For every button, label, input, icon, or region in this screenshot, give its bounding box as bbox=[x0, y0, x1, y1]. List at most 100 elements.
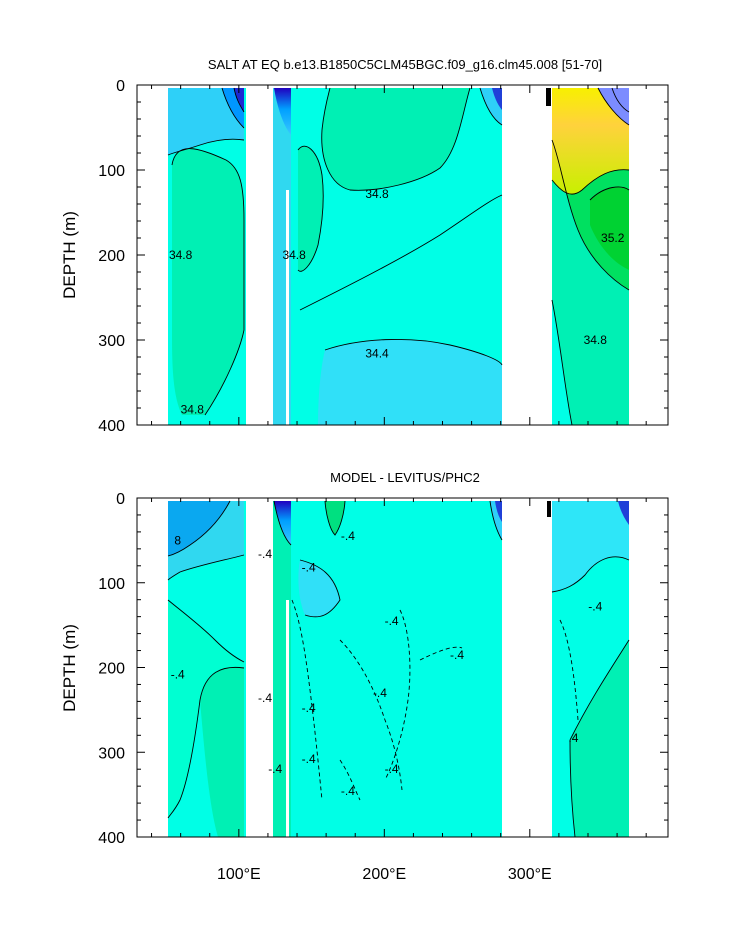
bottom-contour-dashed-4 bbox=[419, 646, 463, 661]
bottom-contour-dashed-5 bbox=[339, 759, 361, 801]
top-contour-atl-b bbox=[551, 169, 630, 195]
bottom-contour-label: .4 bbox=[568, 731, 578, 745]
bottom-x-axis: 100°E 200°E 300°E bbox=[151, 498, 647, 883]
top-contour-labels: 34.8 34.8 34.8 35.2 34.8 34.4 34.8 bbox=[169, 187, 625, 417]
top-x-ticks bbox=[151, 85, 647, 425]
top-contour-label: 34.8 bbox=[169, 248, 193, 262]
bottom-contour-dashed-2 bbox=[339, 639, 403, 791]
bottom-contour-label: -.4 bbox=[373, 686, 387, 700]
top-contour-label: 34.4 bbox=[365, 347, 389, 361]
top-land-gap-sliver bbox=[286, 190, 289, 425]
top-y-tick-label: 200 bbox=[98, 248, 125, 265]
bottom-x-tick-label: 200°E bbox=[362, 866, 406, 883]
top-west-surface-layer bbox=[168, 88, 244, 155]
bottom-contour-label: -.4 bbox=[302, 701, 316, 715]
top-west-pool bbox=[172, 148, 244, 416]
bottom-y-tick-label: 400 bbox=[98, 830, 125, 847]
top-contour-east-surface bbox=[479, 87, 503, 126]
bottom-west-band-2 bbox=[168, 501, 230, 556]
top-contour-label: 35.2 bbox=[601, 231, 625, 245]
top-land-gap-americas bbox=[502, 88, 552, 425]
bottom-contour-label: -.4 bbox=[588, 599, 602, 613]
bottom-contour-label: -.4 bbox=[258, 691, 272, 705]
bottom-contour-labels: 8 -.4 -.4 -.4 -.4 -.4 -.4 -.4 -.4 -.4 -.4 -.4 -.4 .4 -… bbox=[171, 529, 603, 798]
top-contour-label: 34.8 bbox=[584, 333, 608, 347]
top-land-gap-west bbox=[164, 88, 168, 425]
top-contour-west-surface bbox=[167, 138, 245, 156]
top-contour-west-b bbox=[233, 87, 245, 113]
bottom-y-axis: 0 100 200 300 400 bbox=[98, 491, 668, 847]
bottom-contour-label: -.4 bbox=[258, 547, 272, 561]
top-contour-atl-a bbox=[551, 139, 630, 291]
bottom-x-tick-label: 300°E bbox=[508, 866, 552, 883]
top-atlantic-surface-core bbox=[598, 88, 629, 125]
bottom-y-tick-label: 300 bbox=[98, 745, 125, 762]
bottom-contour-label: -.4 bbox=[341, 529, 355, 543]
top-east-surface-core bbox=[492, 88, 502, 110]
bottom-contour-central-green bbox=[324, 500, 346, 536]
top-contour-atl-c bbox=[589, 186, 630, 201]
top-contour-east-344 bbox=[324, 338, 503, 366]
top-contour-west-a bbox=[221, 87, 245, 129]
bottom-contour-atl-a bbox=[551, 556, 630, 593]
top-contour-label: 34.8 bbox=[365, 187, 389, 201]
top-west-surface-core-2 bbox=[234, 88, 244, 112]
bottom-panel: MODEL - LEVITUS/PHC2 bbox=[60, 470, 669, 883]
bottom-contour-dashed-3 bbox=[384, 609, 411, 781]
bottom-contour-west-b bbox=[167, 500, 231, 557]
bottom-contour-label: -.4 bbox=[302, 560, 316, 574]
bottom-contour-west-e bbox=[167, 699, 201, 819]
bottom-land-gap-americas bbox=[502, 501, 552, 837]
top-panel-title: SALT AT EQ b.e13.B1850C5CLM45BGC.f09_g16… bbox=[208, 57, 602, 72]
bottom-land-gap-indian-strait bbox=[246, 501, 273, 837]
top-atlantic-yellow bbox=[552, 88, 629, 195]
top-contour-central-348 bbox=[321, 87, 471, 191]
bottom-west-patch bbox=[200, 667, 244, 837]
bottom-central-green-patch bbox=[325, 501, 345, 535]
bottom-contour-label: -.4 bbox=[268, 762, 282, 776]
top-y-tick-label: 0 bbox=[116, 78, 125, 95]
bottom-contour-west-d bbox=[199, 666, 245, 701]
bottom-field bbox=[164, 500, 630, 838]
top-contour-west-348 bbox=[171, 148, 245, 416]
top-contour-atl-e bbox=[597, 87, 630, 126]
top-y-tick-label: 100 bbox=[98, 163, 125, 180]
top-field bbox=[164, 87, 630, 426]
bottom-atlantic-core bbox=[618, 501, 629, 525]
bottom-y-tick-label: 200 bbox=[98, 661, 125, 678]
bottom-contour-dashed-1 bbox=[291, 599, 323, 801]
bottom-contour-label: -.4 bbox=[385, 614, 399, 628]
top-y-axis-label: DEPTH (m) bbox=[60, 211, 79, 299]
top-strait-core bbox=[274, 88, 291, 135]
top-central-tongue bbox=[298, 146, 324, 272]
bottom-y-axis-label: DEPTH (m) bbox=[60, 624, 79, 712]
top-east-low bbox=[318, 339, 502, 425]
bottom-contour-atl-b bbox=[569, 639, 630, 741]
bottom-land-gap-sliver bbox=[286, 600, 289, 837]
top-y-tick-label: 300 bbox=[98, 333, 125, 350]
bottom-y-tick-label: 100 bbox=[98, 576, 125, 593]
top-central-pool bbox=[321, 88, 470, 191]
top-contour-central-tongue bbox=[297, 145, 324, 272]
bottom-contour-label: -.4 bbox=[385, 762, 399, 776]
bottom-contour-label: -.4 bbox=[341, 784, 355, 798]
bottom-atlantic-upper bbox=[552, 501, 629, 592]
bottom-east-surface-core bbox=[495, 501, 502, 522]
bottom-contour-west-c bbox=[167, 599, 245, 663]
top-y-axis: 0 100 200 300 400 bbox=[98, 78, 668, 435]
bottom-surface-bar bbox=[547, 501, 551, 517]
bottom-panel-title: MODEL - LEVITUS/PHC2 bbox=[330, 470, 480, 485]
top-atlantic-green-core bbox=[590, 187, 629, 270]
top-contour-label: 34.8 bbox=[181, 403, 205, 417]
bottom-contour-central-low bbox=[299, 559, 341, 618]
bottom-contour-label: 8 bbox=[174, 533, 181, 547]
bottom-land-gap-west bbox=[164, 501, 168, 837]
top-contour-atl-d bbox=[551, 299, 573, 426]
bottom-x-tick-label: 100°E bbox=[217, 866, 261, 883]
bottom-y-tick-label: 0 bbox=[116, 491, 125, 508]
bottom-contour-strait bbox=[273, 500, 292, 546]
bottom-contour-label: -.4 bbox=[171, 667, 185, 681]
top-surface-bar bbox=[546, 88, 551, 106]
top-contour-atl-f bbox=[611, 87, 630, 113]
